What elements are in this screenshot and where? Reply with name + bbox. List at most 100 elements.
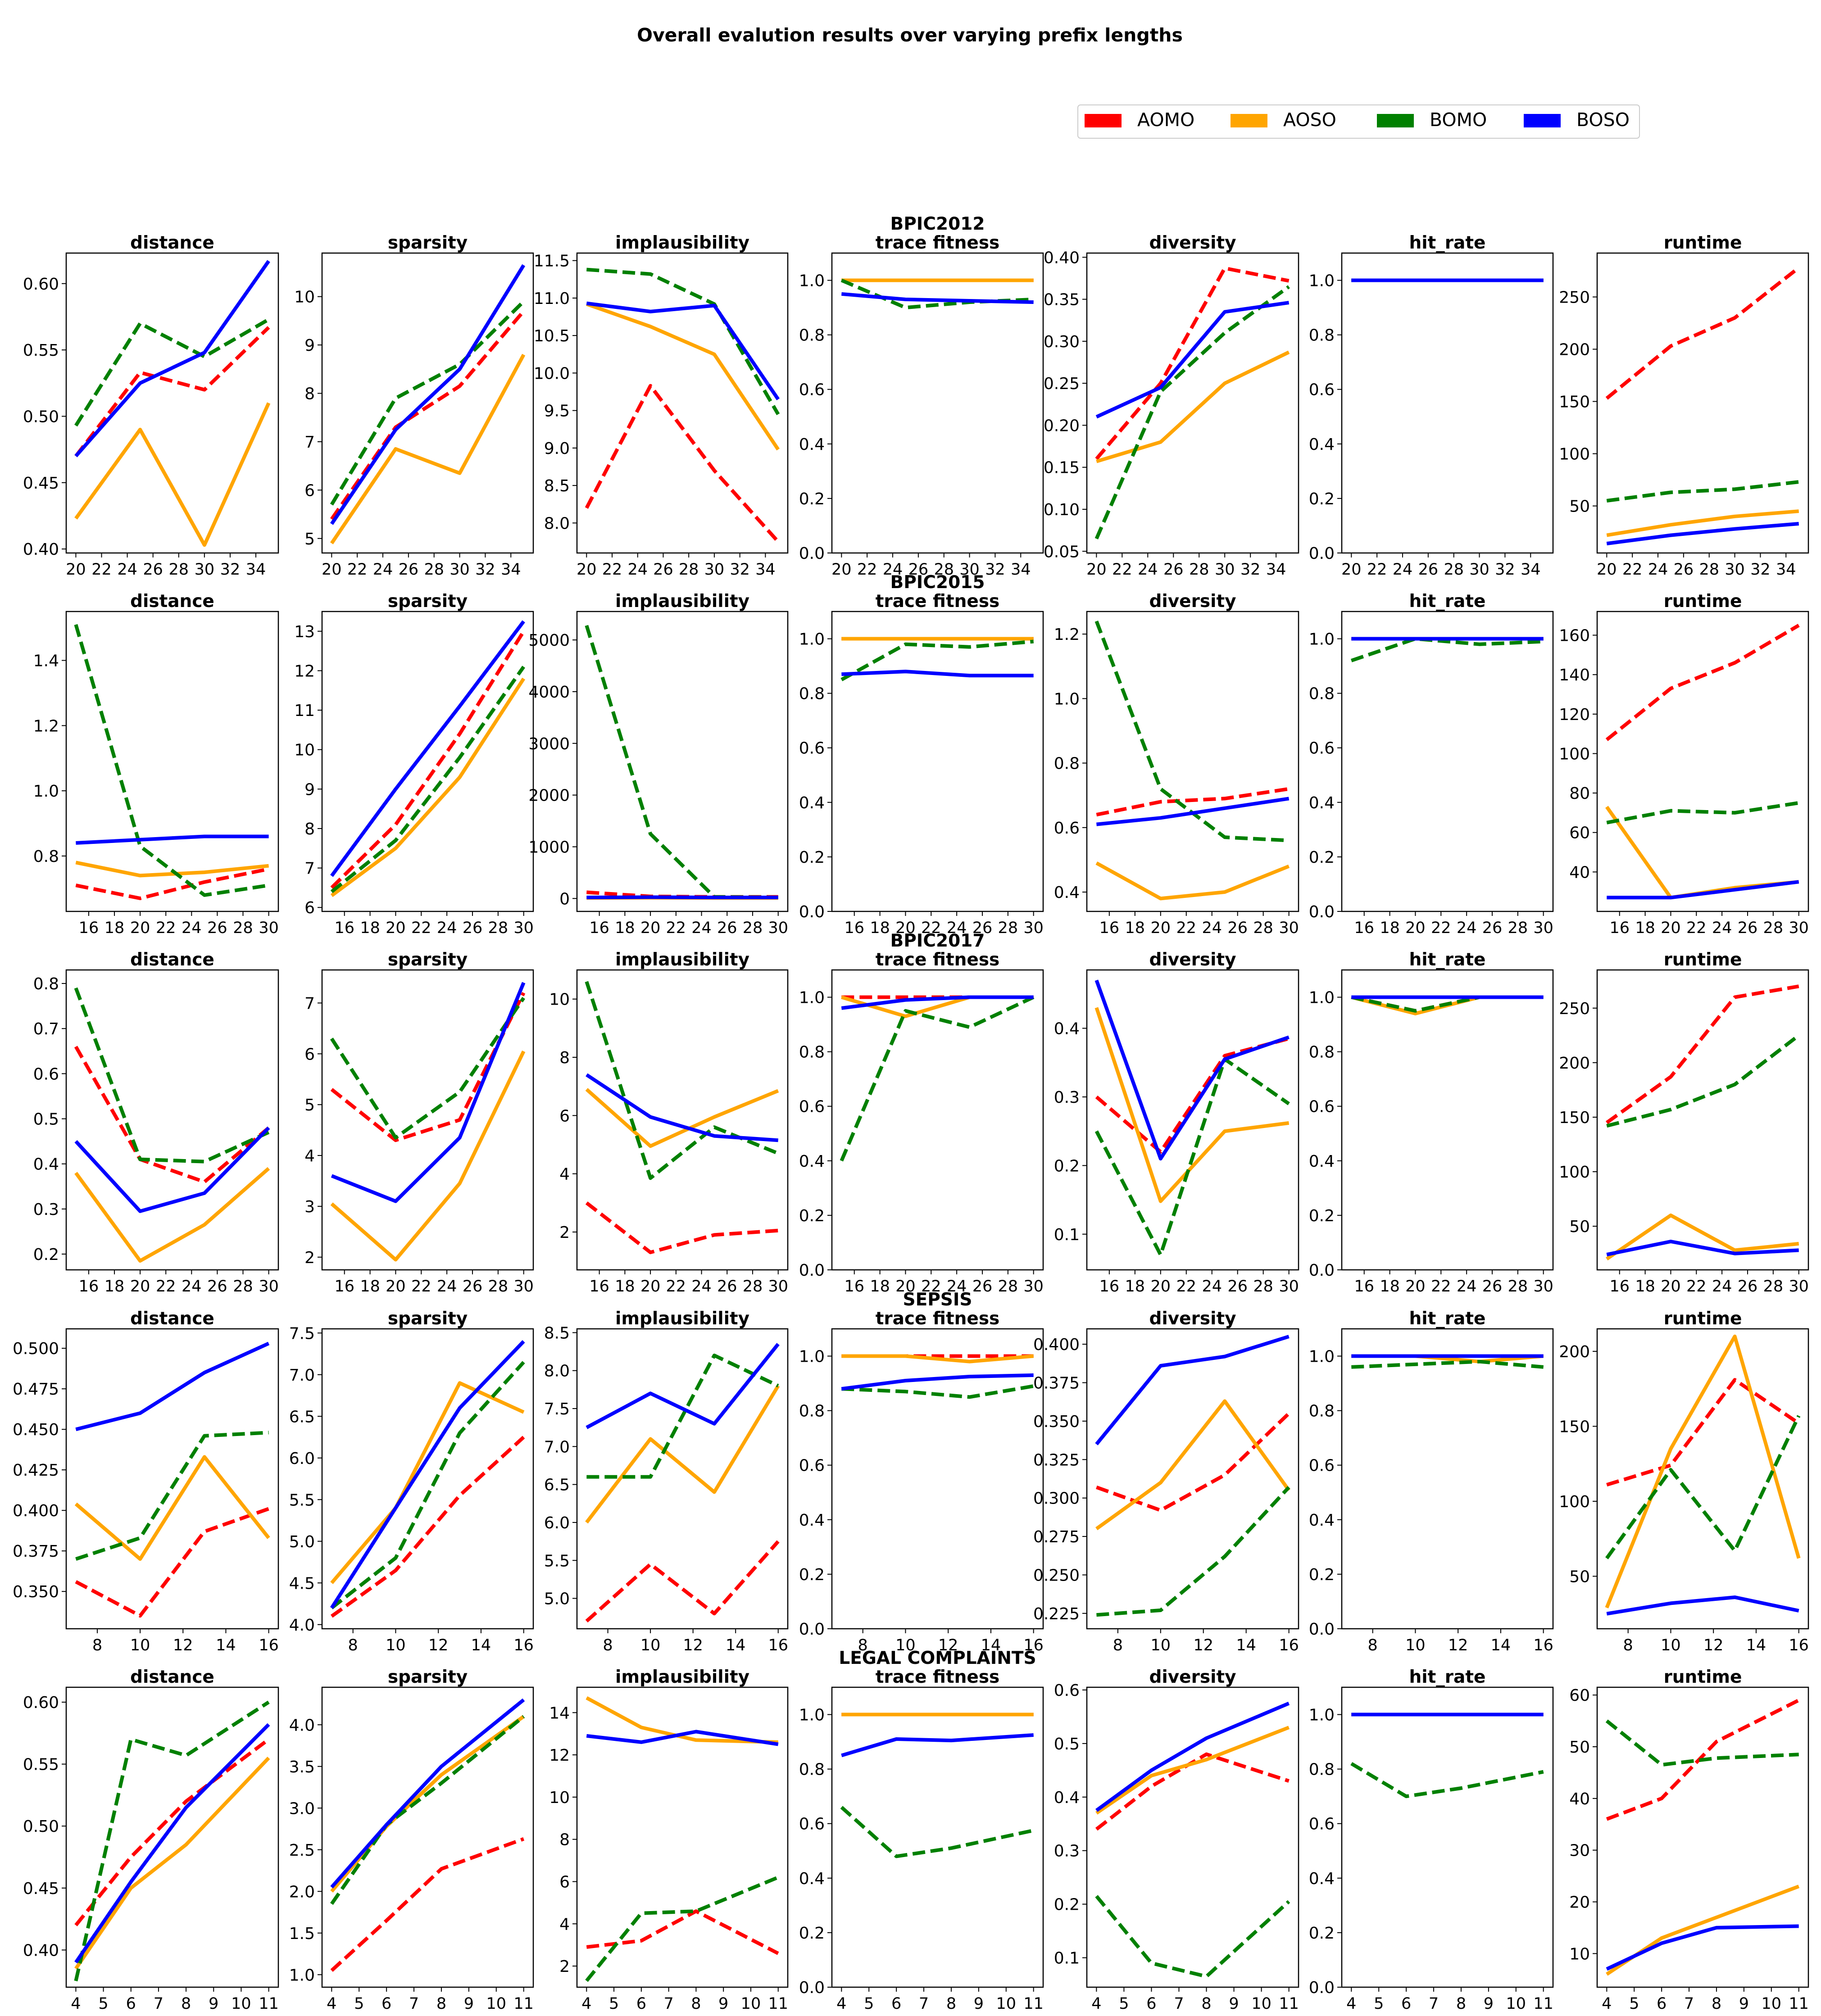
panel-runtime-4: 4 5 6 7 8 9 10 11 10 20 30 40 50 60 runtime: [1569, 1667, 1809, 2013]
y-tick-label: 7: [304, 994, 315, 1013]
x-tick-label: 12: [938, 1636, 958, 1654]
panel-diversity-1: 16 18 20 22 24 26 28 30 0.4 0.6 0.8 1.0 1.2 diversity: [1054, 591, 1299, 937]
series-line-bomo: [330, 300, 525, 506]
x-tick-label: 24: [691, 1278, 712, 1296]
x-tick-label: 8: [436, 1995, 446, 2013]
y-tick-label: 0.0: [799, 903, 825, 921]
y-tick-label: 0.4: [1054, 1789, 1080, 1807]
series-line-boso: [330, 620, 525, 877]
series-line-aomo: [1605, 266, 1800, 400]
x-tick-label: 18: [360, 919, 380, 937]
y-tick-label: 0.475: [13, 1380, 59, 1399]
y-tick-label: 0.2: [799, 490, 825, 508]
panel-title: implausibility: [615, 950, 749, 970]
series-line-bomo: [330, 1715, 525, 1905]
y-tick-label: 4.5: [289, 1574, 315, 1593]
series-line-boso: [330, 1698, 525, 1889]
series-line-aoso: [74, 402, 271, 547]
x-tick-label: 28: [1253, 919, 1273, 937]
axes-frame: [321, 1328, 534, 1630]
y-tick-label: 5.5: [289, 1491, 315, 1509]
x-tick-label: 4: [71, 1995, 81, 2013]
y-tick-label: 100: [1559, 1163, 1590, 1182]
y-tick-label: 9: [304, 780, 315, 799]
x-tick-label: 10: [1251, 1995, 1272, 2013]
x-tick-label: 20: [1405, 919, 1426, 937]
series-line-boso: [75, 1341, 270, 1432]
x-tick-label: 11: [1789, 1995, 1809, 2013]
panel-implausibility-1: 16 18 20 22 24 26 28 30 0 1000 2000 3000 4000 5000 imp…: [528, 591, 789, 937]
y-tick-label: 100: [1559, 445, 1590, 464]
panel-title: trace fitness: [876, 1667, 1000, 1687]
x-tick-label: 30: [513, 919, 534, 937]
x-tick-label: 14: [216, 1636, 236, 1654]
x-tick-label: 24: [373, 561, 393, 579]
panel-title: diversity: [1149, 233, 1236, 253]
x-tick-label: 32: [730, 561, 750, 579]
y-tick-label: 4: [559, 1165, 570, 1184]
x-tick-label: 26: [399, 561, 419, 579]
y-tick-label: 0.375: [1033, 1374, 1080, 1393]
y-tick-label: 1.0: [1309, 989, 1335, 1007]
y-tick-label: 0.0: [1309, 1979, 1335, 1997]
series-line-aomo: [585, 384, 780, 543]
x-tick-label: 6: [381, 1995, 391, 2013]
y-tick-label: 0.5: [1054, 1735, 1080, 1753]
y-tick-label: 0.8: [799, 685, 825, 703]
x-tick-label: 4: [581, 1995, 591, 2013]
series-line-aomo: [74, 1738, 270, 1926]
panel-title: distance: [130, 591, 214, 612]
x-tick-label: 5: [609, 1995, 619, 2013]
series-line-boso: [74, 1723, 270, 1964]
y-tick-label: 7.5: [544, 1400, 570, 1418]
y-tick-label: 0.8: [1309, 685, 1335, 703]
x-tick-label: 34: [1776, 561, 1796, 579]
series-line-bomo: [1351, 637, 1544, 662]
y-tick-label: 0.4: [1309, 1870, 1335, 1888]
y-tick-label: 8: [304, 385, 315, 403]
y-tick-label: 4.0: [289, 1616, 315, 1635]
series-line-boso: [1606, 1240, 1799, 1257]
y-tick-label: 0.0: [1309, 903, 1335, 921]
x-tick-label: 26: [1227, 1278, 1248, 1296]
y-tick-label: 0.45: [23, 1880, 59, 1898]
x-tick-label: 30: [1533, 919, 1553, 937]
x-tick-label: 22: [666, 1278, 686, 1296]
x-tick-label: 20: [1597, 561, 1617, 579]
series-line-bomo: [586, 1354, 779, 1479]
axes-frame: [576, 611, 789, 912]
axes-frame: [1596, 611, 1809, 912]
series-line-aomo: [75, 867, 269, 900]
dataset-title: BPIC2015: [890, 572, 985, 593]
x-tick-label: 16: [1279, 1636, 1299, 1654]
panel-title: hit_rate: [1409, 1309, 1486, 1329]
x-tick-label: 20: [577, 561, 597, 579]
y-tick-label: 60: [1569, 1686, 1590, 1705]
y-tick-label: 1.2: [33, 717, 59, 735]
panel-title: distance: [130, 1667, 214, 1687]
y-tick-label: 0.6: [33, 1065, 59, 1083]
x-tick-label: 30: [1533, 1278, 1553, 1296]
panel-distance-4: 4 5 6 7 8 9 10 11 0.40 0.45 0.50 0.55 0.60 distance: [23, 1667, 279, 2013]
x-tick-label: 22: [347, 561, 368, 579]
axes-frame: [576, 1328, 789, 1630]
x-tick-label: 4: [1602, 1995, 1612, 2013]
x-tick-label: 28: [1699, 561, 1719, 579]
y-tick-label: 0: [559, 890, 570, 908]
y-tick-label: 0.6: [1309, 1815, 1335, 1834]
x-tick-label: 30: [768, 919, 788, 937]
x-tick-label: 12: [1703, 1636, 1724, 1654]
x-tick-label: 20: [130, 919, 150, 937]
x-tick-label: 5: [1629, 1995, 1639, 2013]
x-tick-label: 22: [1431, 1278, 1451, 1296]
y-tick-label: 5000: [528, 631, 570, 650]
axes-frame: [65, 1686, 279, 1988]
y-tick-label: 140: [1559, 666, 1590, 684]
series-line-aoso: [330, 1050, 526, 1262]
x-tick-label: 4: [1091, 1995, 1101, 2013]
series-line-aomo: [330, 1436, 525, 1618]
y-tick-label: 0.4: [1054, 1020, 1080, 1038]
x-tick-label: 10: [741, 1995, 761, 2013]
y-tick-label: 0.8: [1309, 1043, 1335, 1062]
